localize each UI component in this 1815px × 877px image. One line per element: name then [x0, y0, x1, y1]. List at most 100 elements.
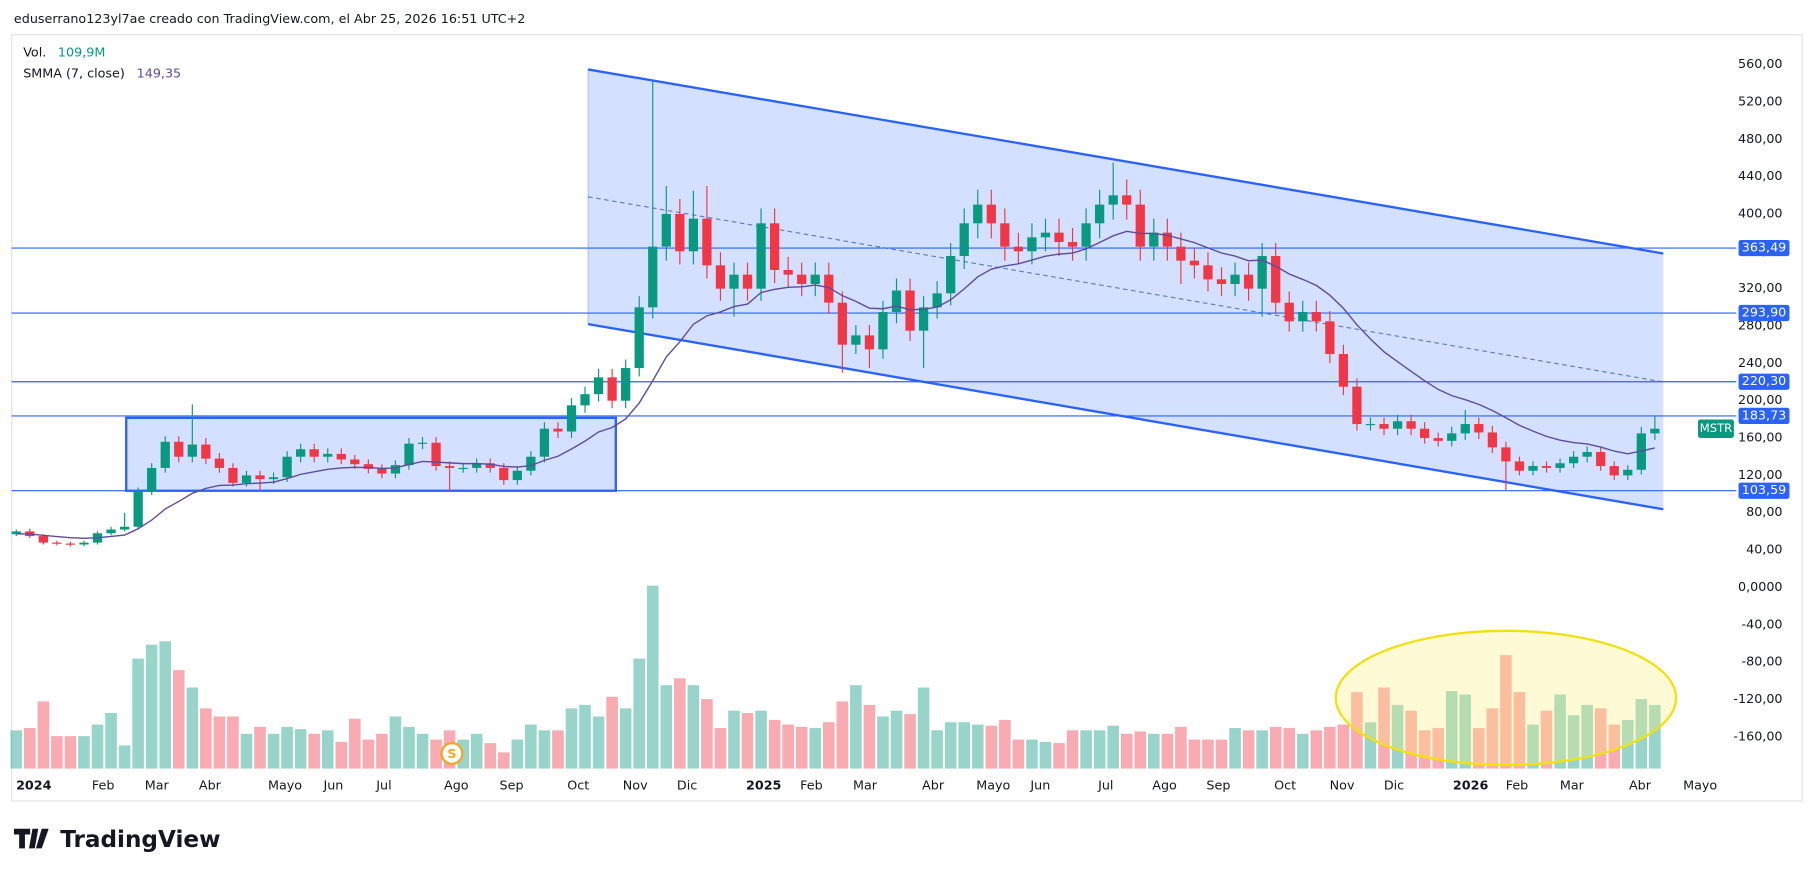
candle-body: [1000, 223, 1010, 247]
candle-body: [11, 531, 21, 535]
candle-body: [38, 536, 48, 543]
x-tick-label: Mayo: [268, 778, 302, 793]
candle-body: [1487, 432, 1497, 448]
volume-bar: [145, 644, 158, 769]
volume-bar: [795, 726, 808, 769]
volume-bar: [579, 704, 591, 769]
candle-body: [526, 456, 536, 471]
hline-label: 103,59: [1742, 483, 1787, 498]
volume-bar: [1310, 730, 1323, 769]
x-tick-label: Abr: [199, 778, 222, 793]
volume-bar: [1364, 722, 1377, 769]
volume-bar: [1391, 704, 1404, 769]
candle-body: [1203, 265, 1213, 280]
volume-bar: [1283, 728, 1296, 769]
candle-body: [1596, 452, 1606, 467]
y-tick-label: 200,00: [1738, 393, 1783, 408]
brand-logo: [13, 828, 49, 849]
volume-bar: [1432, 728, 1444, 769]
x-tick-label: Mayo: [976, 778, 1010, 793]
volume-bar: [538, 730, 551, 769]
volume-bar: [1594, 708, 1607, 769]
candle-body: [959, 223, 969, 256]
legend-indicator-value: 149,35: [137, 67, 182, 82]
candle-body: [444, 466, 455, 468]
volume-bar: [525, 724, 537, 769]
volume-bar: [362, 739, 375, 769]
y-tick-label: -40,00: [1742, 617, 1783, 632]
candle-body: [1555, 463, 1565, 468]
volume-bar: [1039, 741, 1052, 769]
candle-body: [1176, 246, 1186, 261]
volume-bar: [714, 728, 727, 769]
candle-body: [1054, 232, 1064, 242]
candle-body: [1528, 466, 1538, 471]
volume-bar: [1080, 730, 1092, 769]
x-tick-label: Jun: [1029, 778, 1050, 793]
hline-label-bg: [1738, 239, 1790, 257]
candle-body: [1650, 428, 1660, 434]
volume-bar: [37, 701, 50, 769]
volume-bar: [1459, 694, 1472, 769]
volume-bar: [565, 708, 578, 769]
volume-bar: [1161, 733, 1174, 769]
x-tick-label: Abr: [922, 778, 945, 793]
volume-bar: [1324, 726, 1336, 769]
candle-body: [566, 405, 577, 432]
x-tick-label: Oct: [1274, 778, 1296, 793]
volume-bar: [552, 730, 564, 769]
y-tick-label: 240,00: [1738, 356, 1783, 371]
candle-body: [729, 274, 739, 289]
x-tick-label: 2025: [746, 778, 781, 793]
x-tick-label: 2024: [16, 778, 52, 793]
volume-bar: [606, 696, 618, 769]
x-tick-label: Jun: [322, 778, 343, 793]
volume-bar: [999, 719, 1011, 769]
candle-body: [539, 428, 550, 457]
x-tick-label: Sep: [500, 778, 524, 793]
volume-bar: [335, 741, 348, 769]
legend-volume-name: Vol.: [23, 46, 46, 61]
volume-bar: [1554, 694, 1566, 769]
y-tick-label: 160,00: [1738, 431, 1783, 446]
x-tick-label: Jul: [375, 778, 391, 793]
candle-body: [1298, 312, 1308, 322]
volume-bar: [186, 687, 199, 769]
volume-bar: [1581, 704, 1593, 769]
volume-bar: [308, 733, 320, 769]
candle-body: [147, 467, 157, 492]
candle-body: [1216, 279, 1227, 284]
chart-frame: [11, 34, 1803, 802]
volume-bar: [633, 658, 645, 769]
candle-body: [621, 368, 631, 401]
volume-bar: [1026, 739, 1038, 769]
candle-body: [702, 218, 712, 266]
y-tick-label: 280,00: [1738, 319, 1783, 334]
volume-bar: [1473, 728, 1485, 769]
volume-bar: [321, 730, 334, 769]
volume-bar: [877, 716, 889, 769]
x-tick-label: Mar: [853, 778, 878, 793]
candle-body: [255, 475, 265, 480]
candle-body: [1460, 424, 1470, 434]
event-marker: [440, 741, 464, 766]
header: eduserrano123yl7ae creado con TradingVie…: [14, 12, 525, 27]
candle-body: [1514, 461, 1525, 471]
highlight-ellipse: [1334, 629, 1678, 767]
candle-body: [1501, 447, 1511, 462]
volume-bar: [240, 733, 253, 769]
candle-body: [580, 394, 590, 406]
y-tick-label: 40,00: [1746, 543, 1782, 558]
volume-bar: [389, 716, 402, 769]
volume-bar: [592, 716, 605, 769]
volume-bar: [511, 739, 524, 769]
volume-bar: [1269, 726, 1282, 769]
symbol-tag: MSTR: [1700, 421, 1732, 435]
legend-volume-value: 109,9M: [58, 46, 105, 61]
volume-bar: [1242, 730, 1255, 769]
candle-body: [499, 467, 509, 481]
volume-bar: [646, 585, 659, 769]
candle-body: [377, 468, 387, 474]
volume-bar: [267, 733, 280, 769]
volume-bar: [1337, 724, 1350, 769]
